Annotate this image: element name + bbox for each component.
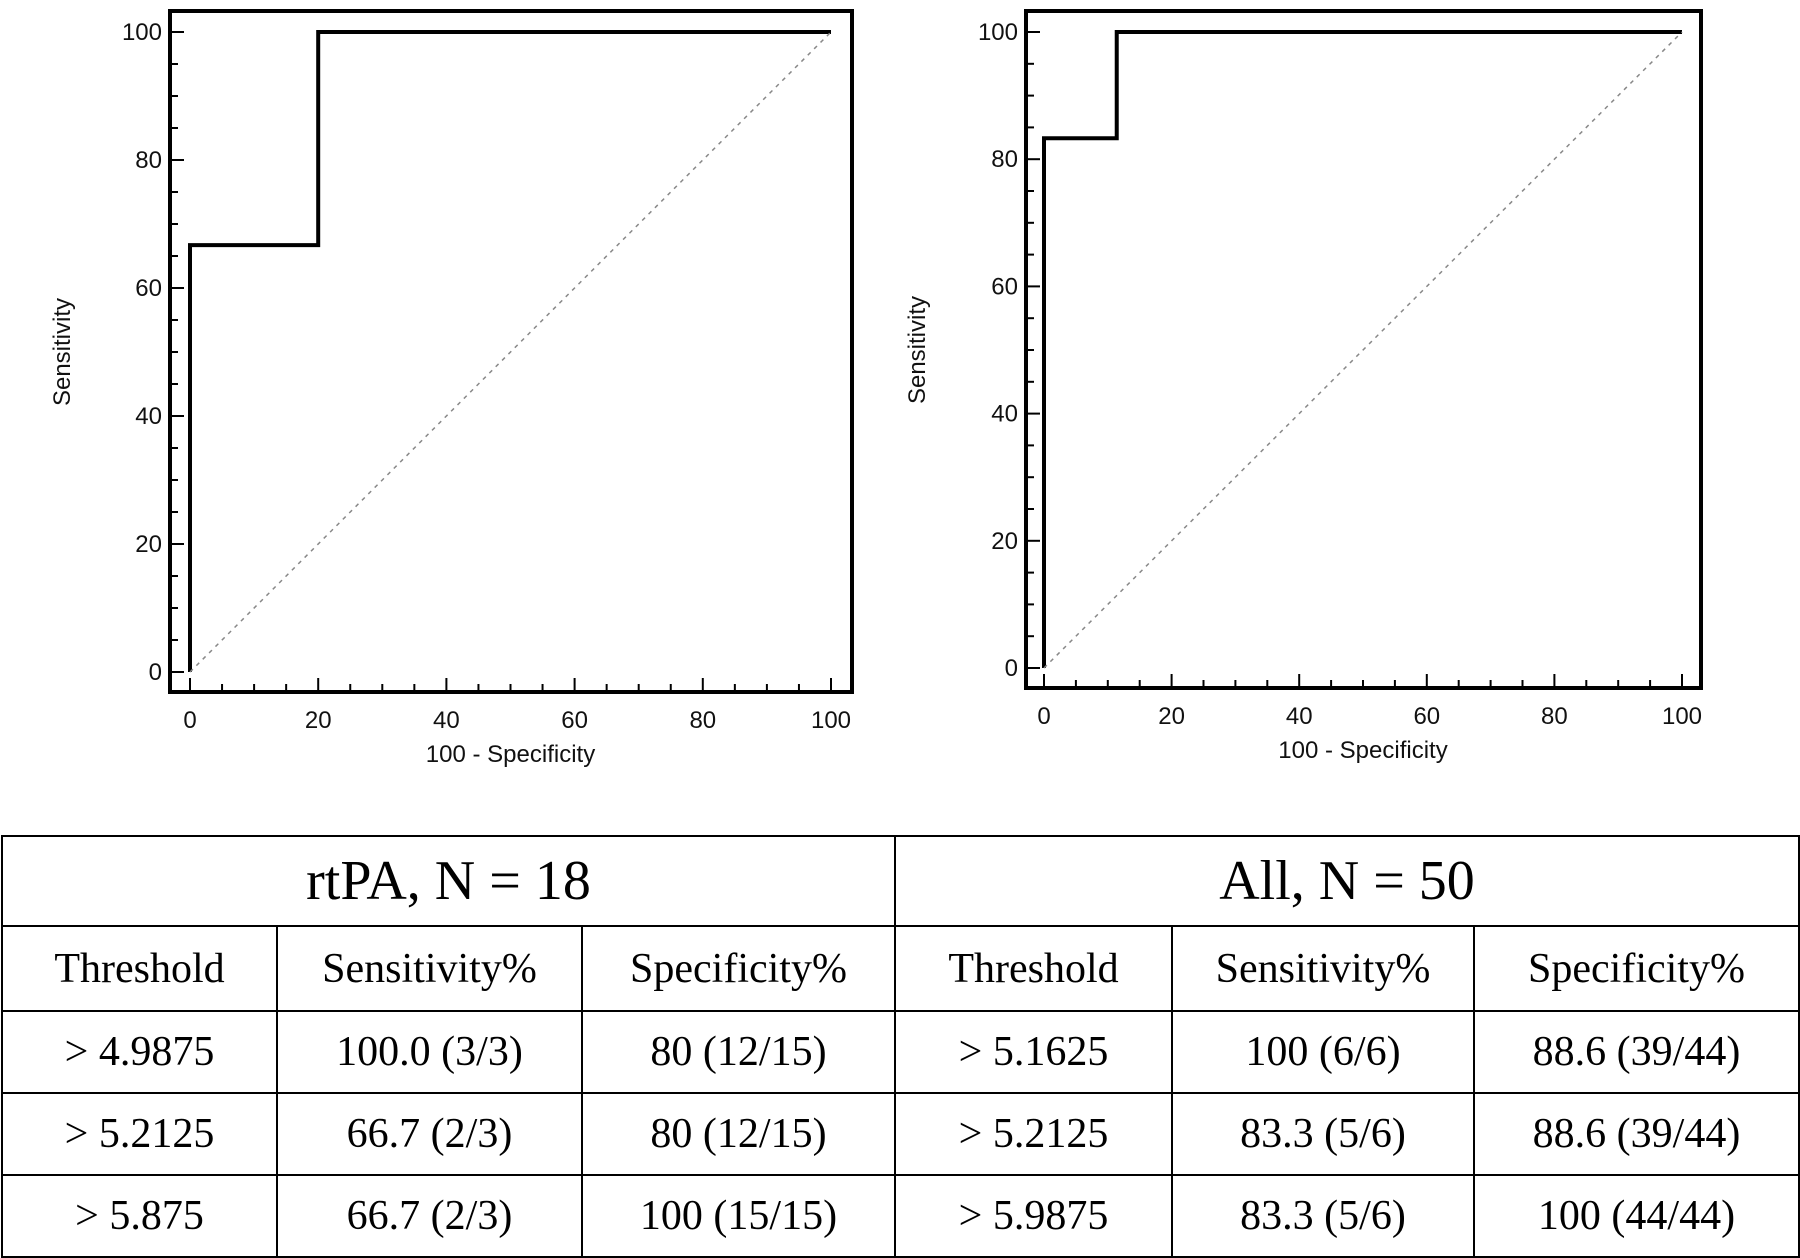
table-cell: > 4.9875 [1, 1010, 278, 1094]
table-cell: 100.0 (3/3) [276, 1010, 583, 1094]
column-header-row: Threshold Sensitivity% Specificity% Thre… [1, 925, 1800, 1012]
table-cell: 88.6 (39/44) [1472, 1010, 1800, 1094]
y-tick-label: 0 [149, 659, 162, 686]
column-header: Sensitivity% [276, 925, 583, 1012]
column-header: Threshold [1, 925, 278, 1012]
table-cell: 100 (44/44) [1472, 1174, 1800, 1258]
x-tick-label: 100 [811, 707, 851, 734]
group-header-all: All, N = 50 [893, 835, 1800, 927]
table-cell: 83.3 (5/6) [1171, 1092, 1475, 1176]
table-cell: > 5.2125 [1, 1092, 278, 1176]
roc-curve-line [1042, 30, 1682, 668]
column-header: Threshold [894, 925, 1173, 1012]
reference-diagonal-line [1043, 31, 1683, 669]
column-header: Specificity% [581, 925, 896, 1012]
x-tick-label: 100 [1662, 703, 1702, 730]
column-header: Sensitivity% [1171, 925, 1475, 1012]
x-tick-label: 80 [1541, 703, 1568, 730]
y-tick-label: 80 [135, 147, 162, 174]
table-cell: 80 (12/15) [581, 1092, 896, 1176]
results-table: rtPA, N = 18 All, N = 50 Threshold Sensi… [1, 835, 1800, 1258]
table-cell: 66.7 (2/3) [276, 1174, 583, 1258]
x-tick-label: 60 [561, 707, 588, 734]
x-axis-label: 100 - Specificity [1278, 737, 1447, 764]
reference-diagonal-line [189, 31, 832, 673]
group-header-row: rtPA, N = 18 All, N = 50 [1, 835, 1800, 927]
y-axis-label: Sensitivity [49, 298, 76, 406]
y-tick-label: 20 [991, 528, 1018, 555]
roc-chart-1: 0 20 40 60 80 100 0 20 40 60 80 100 100 - Specificit… [49, 9, 854, 768]
y-tick-label: 0 [1005, 655, 1018, 682]
table-cell: 83.3 (5/6) [1171, 1174, 1475, 1258]
table-cell: 80 (12/15) [581, 1010, 896, 1094]
table-cell: 88.6 (39/44) [1472, 1092, 1800, 1176]
roc-chart-2: 0 20 40 60 80 100 0 20 40 60 80 100 100 - Specificit… [904, 9, 1703, 764]
table-cell: > 5.875 [1, 1174, 278, 1258]
table-cell: > 5.1625 [894, 1010, 1173, 1094]
y-tick-label: 60 [135, 275, 162, 302]
y-axis-label: Sensitivity [904, 296, 931, 404]
x-tick-label: 40 [1286, 703, 1313, 730]
table-cell: 66.7 (2/3) [276, 1092, 583, 1176]
x-tick-label: 0 [1037, 703, 1050, 730]
table-row: > 4.9875 100.0 (3/3) 80 (12/15) > 5.1625… [1, 1010, 1800, 1094]
x-axis-label: 100 - Specificity [426, 741, 595, 768]
x-tick-label: 20 [1158, 703, 1185, 730]
group-header-rtpa: rtPA, N = 18 [1, 835, 896, 927]
table-cell: 100 (6/6) [1171, 1010, 1475, 1094]
table-cell: > 5.2125 [894, 1092, 1173, 1176]
x-tick-label: 40 [433, 707, 460, 734]
column-header: Specificity% [1472, 925, 1800, 1012]
y-tick-label: 40 [991, 401, 1018, 428]
x-tick-label: 0 [183, 707, 196, 734]
table-row: > 5.2125 66.7 (2/3) 80 (12/15) > 5.2125 … [1, 1092, 1800, 1176]
x-tick-label: 80 [689, 707, 716, 734]
y-tick-label: 20 [135, 531, 162, 558]
roc-charts: 0 20 40 60 80 100 0 20 40 60 80 100 100 - Specificit… [49, 9, 1703, 768]
x-tick-label: 60 [1413, 703, 1440, 730]
y-tick-label: 100 [978, 19, 1018, 46]
y-tick-label: 100 [122, 19, 162, 46]
table-cell: 100 (15/15) [581, 1174, 896, 1258]
x-tick-label: 20 [305, 707, 332, 734]
roc-curve-line [188, 30, 831, 672]
y-tick-label: 60 [991, 273, 1018, 300]
table-row: > 5.875 66.7 (2/3) 100 (15/15) > 5.9875 … [1, 1174, 1800, 1258]
y-tick-label: 40 [135, 403, 162, 430]
table-cell: > 5.9875 [894, 1174, 1173, 1258]
y-tick-label: 80 [991, 146, 1018, 173]
